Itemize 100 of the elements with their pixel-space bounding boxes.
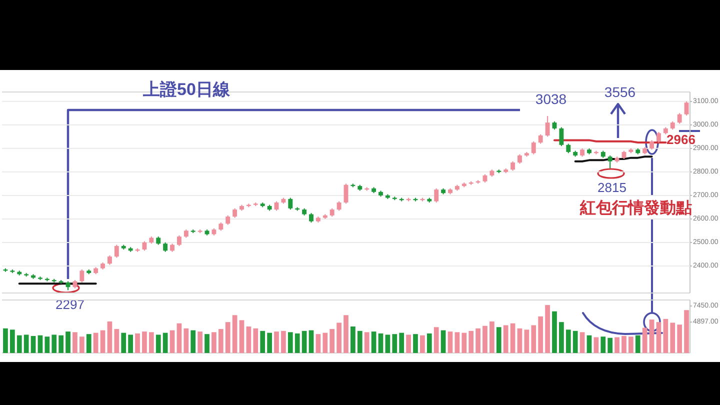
bar bbox=[454, 332, 460, 353]
bar bbox=[66, 332, 70, 353]
candlestick bbox=[176, 234, 182, 247]
bar bbox=[684, 310, 689, 353]
bar bbox=[482, 326, 488, 353]
candlestick bbox=[80, 268, 84, 283]
bar bbox=[79, 336, 84, 353]
bar bbox=[344, 315, 348, 353]
bar bbox=[420, 335, 425, 353]
bar bbox=[225, 322, 230, 353]
bar bbox=[524, 330, 530, 353]
annotation: 紅包行情發動點 bbox=[579, 199, 692, 217]
bar bbox=[600, 336, 606, 353]
bar bbox=[52, 334, 57, 353]
bar bbox=[510, 323, 516, 353]
bar bbox=[622, 336, 626, 353]
bar bbox=[503, 325, 508, 353]
bar bbox=[135, 333, 140, 353]
bar bbox=[239, 320, 244, 353]
bar bbox=[677, 324, 682, 353]
candlestick bbox=[142, 240, 147, 252]
bar bbox=[232, 315, 238, 353]
candlestick bbox=[309, 212, 314, 224]
bar bbox=[204, 334, 210, 353]
candlestick bbox=[656, 131, 661, 144]
bar bbox=[330, 329, 335, 353]
candlestick bbox=[510, 160, 516, 172]
bar bbox=[198, 332, 202, 353]
bar bbox=[538, 316, 544, 353]
bar bbox=[517, 328, 522, 353]
bar bbox=[10, 330, 15, 353]
bar bbox=[580, 332, 585, 353]
bar bbox=[100, 330, 106, 353]
candlestick bbox=[566, 143, 571, 154]
candlestick bbox=[336, 200, 342, 212]
bar bbox=[16, 335, 22, 353]
bar bbox=[218, 329, 224, 353]
candlestick bbox=[531, 140, 536, 155]
chart-title: 上證50日線 bbox=[142, 80, 231, 99]
bar bbox=[586, 335, 592, 353]
bar bbox=[281, 330, 286, 353]
candlestick bbox=[107, 254, 112, 266]
candlestick bbox=[434, 188, 439, 204]
bar bbox=[308, 330, 314, 353]
bar bbox=[531, 325, 536, 353]
candlestick bbox=[226, 214, 230, 226]
bar bbox=[462, 332, 467, 353]
candlestick bbox=[288, 197, 293, 210]
bar bbox=[260, 330, 266, 353]
bar bbox=[385, 334, 390, 353]
bar bbox=[426, 333, 432, 353]
bar bbox=[302, 330, 307, 353]
bar bbox=[670, 322, 676, 353]
bar bbox=[267, 332, 272, 353]
bar bbox=[107, 321, 112, 353]
bar bbox=[614, 337, 620, 353]
bar bbox=[663, 318, 668, 353]
candlestick bbox=[114, 244, 119, 258]
bar bbox=[559, 322, 564, 353]
bar bbox=[572, 330, 578, 353]
bar bbox=[316, 334, 321, 353]
bar bbox=[392, 334, 398, 353]
bar bbox=[93, 332, 98, 353]
bar bbox=[322, 332, 328, 353]
bar bbox=[628, 336, 634, 353]
candlestick bbox=[608, 154, 612, 169]
bar bbox=[44, 336, 50, 353]
bar bbox=[594, 337, 599, 353]
bar bbox=[496, 327, 502, 353]
bar bbox=[406, 334, 411, 353]
bar bbox=[656, 322, 662, 353]
bar bbox=[288, 332, 293, 353]
bar bbox=[649, 320, 654, 353]
bar bbox=[121, 332, 126, 353]
bar bbox=[364, 332, 370, 353]
bar bbox=[246, 326, 252, 353]
bar bbox=[253, 328, 258, 353]
bar bbox=[212, 332, 216, 353]
candlestick bbox=[684, 100, 689, 116]
candlestick bbox=[163, 242, 168, 252]
annotation: 2966 bbox=[666, 132, 696, 147]
bar bbox=[190, 330, 196, 353]
bar bbox=[274, 332, 279, 353]
bar bbox=[350, 326, 356, 353]
bar bbox=[72, 332, 78, 353]
candlestick bbox=[518, 154, 522, 164]
bar bbox=[566, 330, 571, 353]
bar bbox=[38, 335, 43, 353]
bar bbox=[162, 332, 168, 353]
bar bbox=[378, 333, 384, 353]
bar bbox=[114, 329, 120, 353]
candlestick bbox=[232, 208, 238, 218]
bar bbox=[30, 336, 36, 353]
candlestick bbox=[559, 126, 564, 147]
bar bbox=[3, 328, 8, 353]
bar bbox=[490, 321, 494, 353]
bar bbox=[608, 338, 613, 353]
bar bbox=[448, 332, 453, 353]
bar bbox=[642, 328, 648, 353]
bar bbox=[336, 322, 342, 353]
